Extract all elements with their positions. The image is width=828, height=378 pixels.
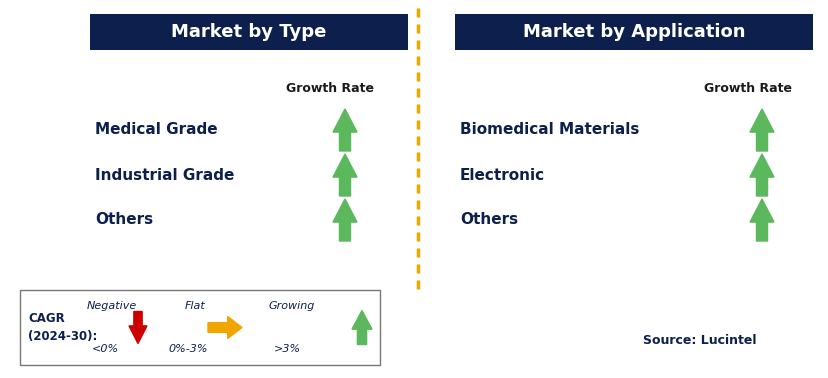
- Text: Growth Rate: Growth Rate: [286, 82, 373, 94]
- Polygon shape: [749, 154, 773, 196]
- Bar: [455, 14, 812, 50]
- Text: Electronic: Electronic: [460, 167, 545, 183]
- Text: Biomedical Materials: Biomedical Materials: [460, 122, 638, 138]
- Text: Negative: Negative: [87, 301, 137, 311]
- Polygon shape: [749, 109, 773, 151]
- Text: Industrial Grade: Industrial Grade: [95, 167, 234, 183]
- Text: (2024-30):: (2024-30):: [28, 330, 97, 343]
- Bar: [20, 290, 379, 365]
- Bar: [90, 14, 407, 50]
- Text: 0%-3%: 0%-3%: [168, 344, 208, 354]
- Text: Source: Lucintel: Source: Lucintel: [643, 333, 756, 347]
- Text: Growth Rate: Growth Rate: [703, 82, 791, 94]
- Text: Flat: Flat: [185, 301, 205, 311]
- Text: Others: Others: [95, 212, 153, 228]
- Polygon shape: [333, 199, 357, 241]
- Text: CAGR: CAGR: [28, 312, 65, 325]
- Polygon shape: [129, 311, 147, 344]
- Polygon shape: [333, 109, 357, 151]
- Text: Medical Grade: Medical Grade: [95, 122, 218, 138]
- Text: Market by Application: Market by Application: [522, 23, 744, 41]
- Text: Market by Type: Market by Type: [171, 23, 326, 41]
- Polygon shape: [333, 154, 357, 196]
- Polygon shape: [352, 310, 372, 344]
- Polygon shape: [208, 316, 242, 339]
- Text: Growing: Growing: [268, 301, 315, 311]
- Text: >3%: >3%: [273, 344, 301, 354]
- Text: <0%: <0%: [91, 344, 118, 354]
- Text: Others: Others: [460, 212, 518, 228]
- Polygon shape: [749, 199, 773, 241]
